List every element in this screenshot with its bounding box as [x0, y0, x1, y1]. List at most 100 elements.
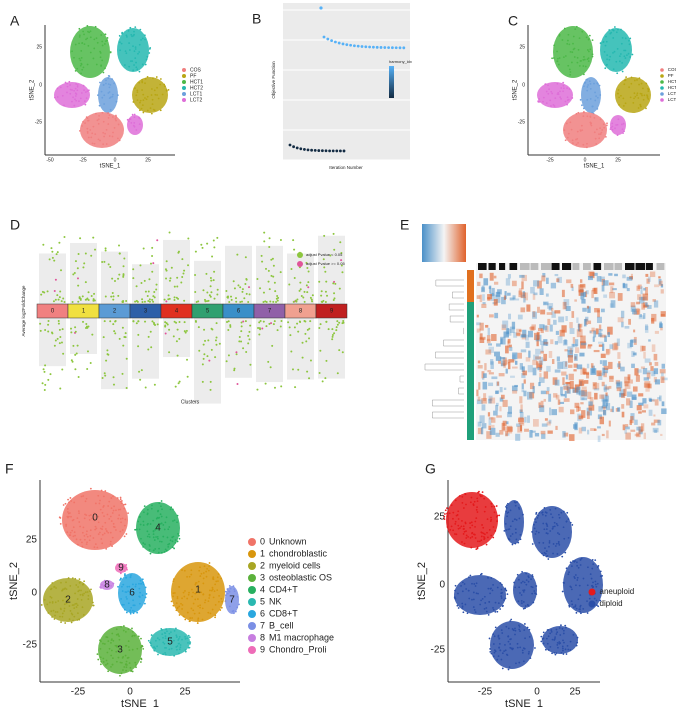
cell-point — [131, 628, 133, 630]
cell-point — [574, 56, 576, 58]
cell-point — [111, 545, 113, 547]
cell-point — [494, 652, 496, 654]
cell-point — [571, 588, 573, 590]
cell-point — [592, 559, 594, 561]
gene-point — [180, 282, 182, 284]
cell-point — [536, 531, 538, 533]
cell-point — [515, 502, 517, 504]
heatmap-cell — [653, 414, 655, 416]
cell-point — [112, 136, 114, 138]
cell-point — [508, 628, 510, 630]
cell-point — [106, 660, 108, 662]
heatmap-cell — [546, 391, 549, 394]
cell-point — [560, 624, 562, 626]
heatmap-cell — [642, 346, 646, 351]
cell-point — [219, 609, 221, 611]
gene-point — [72, 301, 74, 303]
cell-point — [86, 541, 88, 543]
heatmap-cell — [490, 273, 494, 281]
cell-point — [641, 93, 643, 95]
heatmap-cell — [645, 358, 651, 362]
cell-point — [97, 495, 99, 497]
gene-point — [138, 371, 140, 373]
gene-point — [186, 330, 188, 332]
gene-point — [182, 272, 184, 274]
cell-point — [151, 505, 153, 507]
gene-point — [200, 244, 202, 246]
heatmap-cell — [608, 332, 610, 337]
heatmap-cell — [548, 394, 551, 402]
heatmap-cell — [522, 383, 524, 389]
cell-point — [125, 577, 127, 579]
cell-point — [480, 599, 482, 601]
cell-point — [120, 497, 122, 499]
cell-point — [496, 505, 498, 507]
cell-point — [97, 94, 99, 96]
cell-point — [587, 84, 589, 86]
cell-point — [118, 657, 120, 659]
annotation-block — [562, 263, 571, 270]
cell-point — [173, 548, 175, 550]
cell-point — [142, 64, 144, 66]
cell-point — [217, 576, 219, 578]
cell-point — [105, 40, 107, 42]
heatmap-cell — [489, 286, 491, 289]
cell-point — [545, 511, 547, 513]
cell-point — [73, 526, 75, 528]
cell-point — [140, 638, 142, 640]
gene-point — [186, 359, 188, 361]
cell-point — [546, 524, 548, 526]
gene-point — [263, 240, 265, 242]
gene-point — [267, 361, 269, 363]
cell-point — [503, 530, 505, 532]
cell-point — [145, 64, 147, 66]
cell-point — [72, 520, 74, 522]
cell-point — [172, 508, 174, 510]
cell-point — [100, 34, 102, 36]
cell-point — [574, 560, 576, 562]
cell-point — [80, 50, 82, 52]
cell-point — [487, 518, 489, 520]
cell-point — [171, 648, 173, 650]
cell-point — [139, 109, 141, 111]
cell-point — [558, 514, 560, 516]
cell-point — [96, 64, 98, 66]
cell-point — [512, 648, 514, 650]
gene-point — [241, 301, 243, 303]
heatmap-cell — [535, 433, 539, 437]
gene-point — [216, 322, 218, 324]
heatmap-cell — [609, 344, 613, 349]
gene-point — [92, 300, 94, 302]
cell-point — [158, 502, 160, 504]
cell-point — [176, 602, 178, 604]
cell-point — [162, 653, 164, 655]
cluster — [563, 112, 607, 148]
cell-point — [83, 89, 85, 91]
legend-label: LCT1 — [668, 91, 676, 96]
cell-point — [148, 640, 150, 642]
cell-point — [570, 561, 572, 563]
cell-point — [462, 590, 464, 592]
heatmap-cell — [597, 276, 602, 281]
heatmap-cell — [547, 387, 550, 391]
dendrogram — [443, 340, 464, 346]
gene-point — [280, 320, 282, 322]
cell-point — [98, 123, 100, 125]
heatmap-cell — [602, 360, 606, 366]
cell-point — [575, 584, 577, 586]
cell-point — [199, 566, 201, 568]
cell-point — [79, 578, 81, 580]
gene-point — [242, 347, 244, 349]
cell-point — [156, 76, 158, 78]
cell-point — [161, 633, 163, 635]
cell-point — [55, 601, 57, 603]
cell-point — [563, 642, 565, 644]
cell-point — [558, 641, 560, 643]
cell-point — [112, 94, 114, 96]
gene-point — [169, 277, 171, 279]
gene-point — [145, 386, 147, 388]
cell-point — [591, 585, 593, 587]
cell-point — [471, 599, 473, 601]
cell-point — [522, 514, 524, 516]
cell-point — [164, 529, 166, 531]
